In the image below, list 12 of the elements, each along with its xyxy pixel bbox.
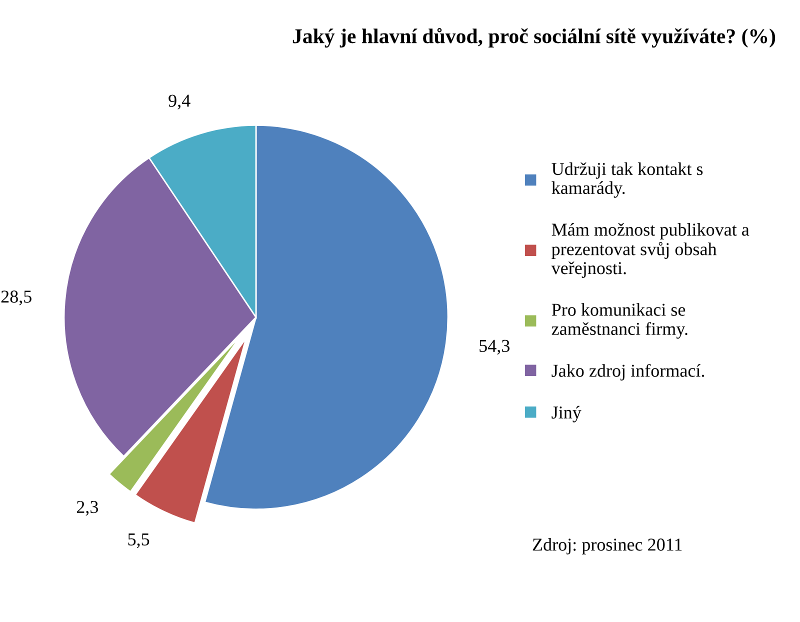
legend-label: Mám možnost publikovat a prezentovat svůj obsah veřejnosti. [551,223,750,278]
data-label: 28,5 [1,290,32,306]
data-label: 9,4 [168,94,190,110]
legend-label: Jiný [552,406,582,422]
data-label: 54,3 [480,340,510,355]
chart-title: Jaký je hlavní důvod, proč sociální sítě využíváte? (%) [292,28,776,48]
text: Zdroj: prosinec 2011 [532,538,682,554]
legend-label: Jako zdroj informací. [552,364,704,381]
legend-label: Pro komunikaci se zaměstnanci firmy. [552,303,688,339]
data-label: 2,3 [76,500,98,516]
legend-label: Udržuji tak kontakt s kamarády. [552,162,703,198]
data-label: 5,5 [128,534,150,548]
